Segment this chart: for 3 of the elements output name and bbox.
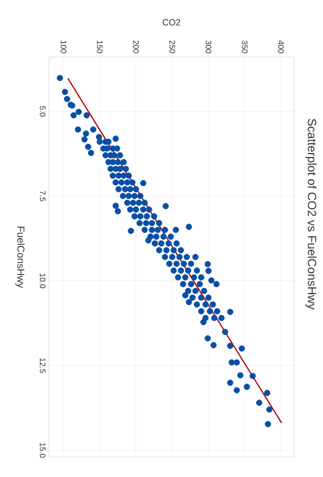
text: Scatterplot of CO2 vs FuelConsHwy <box>305 118 317 310</box>
x-axis-title: CO2 <box>162 19 180 26</box>
y-axis-title: FuelConsHwy <box>15 226 25 288</box>
